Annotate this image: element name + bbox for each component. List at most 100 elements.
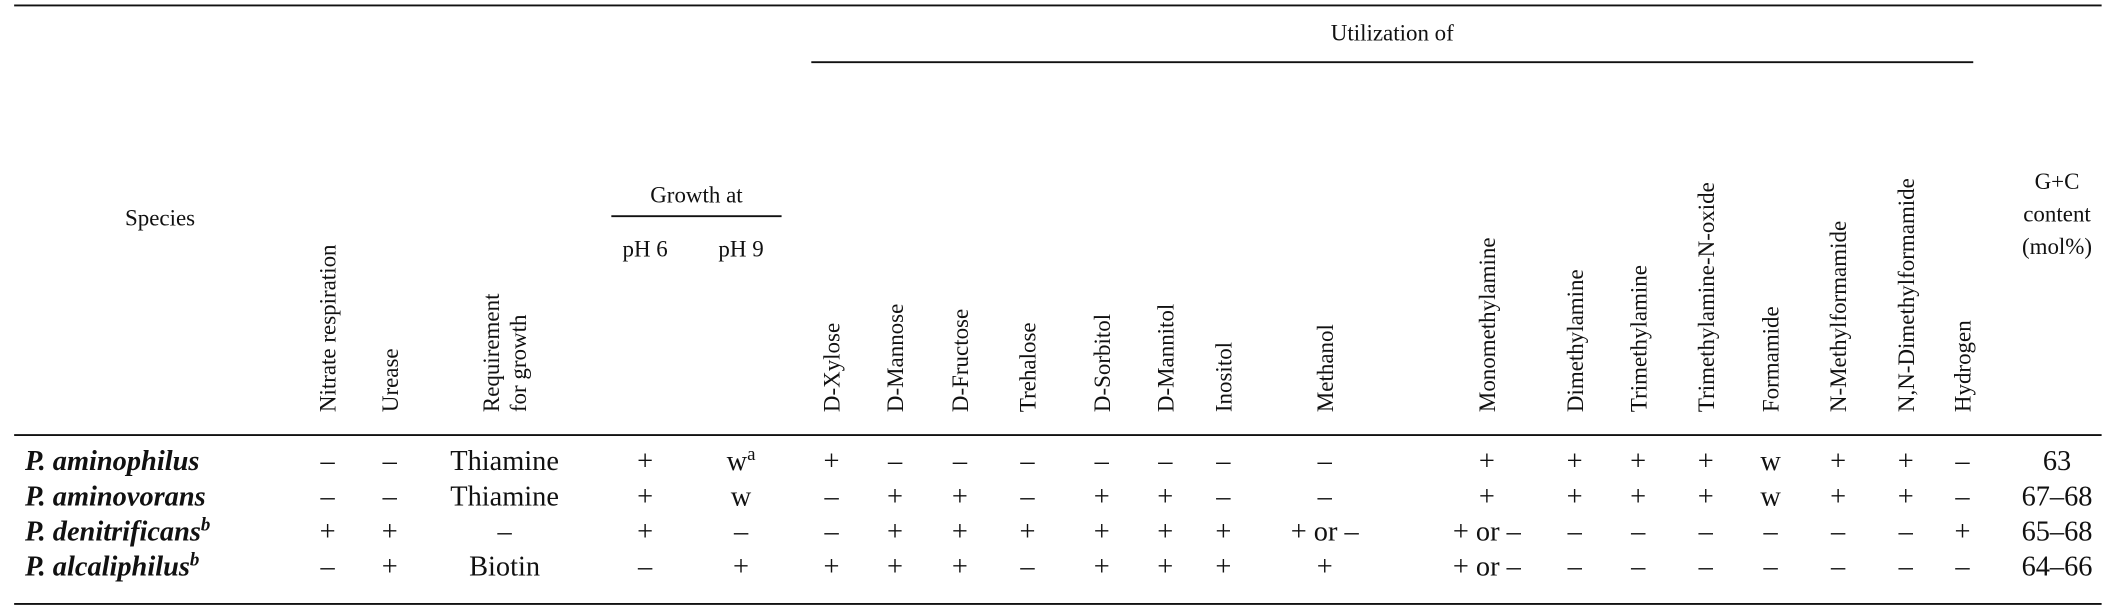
cell: Thiamine: [450, 481, 559, 512]
cell: –: [1567, 516, 1583, 547]
footnote-mark: b: [201, 514, 210, 535]
header-cell: D-Sorbitol: [1090, 314, 1115, 412]
header-cell: Urease: [378, 348, 403, 412]
species-name-text: P. denitrificans: [24, 516, 201, 547]
species-name: P. aminovorans: [24, 481, 206, 512]
cell: –: [1954, 481, 1970, 512]
group-label: Growth at: [650, 183, 743, 208]
cell: –: [733, 516, 749, 547]
cell: –: [1567, 552, 1583, 583]
header-cell: Trehalose: [1016, 322, 1041, 412]
cell: –: [1094, 446, 1110, 477]
cell: –: [1019, 446, 1035, 477]
header-cell: pH 6: [622, 237, 667, 262]
cell: +: [1698, 446, 1714, 477]
cell: –: [320, 552, 336, 583]
cell: –: [1830, 516, 1846, 547]
header-cell: Formamide: [1759, 306, 1784, 412]
header-cell: Trimethylamine-N-oxide: [1694, 182, 1719, 412]
cell: –: [823, 516, 839, 547]
cell: 67–68: [2022, 481, 2093, 512]
cell: +: [1567, 481, 1583, 512]
header-cell: N-Methylformamide: [1826, 221, 1851, 412]
cell: +: [952, 516, 968, 547]
cell: +: [824, 446, 840, 477]
cell: +: [1157, 552, 1173, 583]
header-cell: Requirement: [479, 293, 504, 412]
header-cell: Nitrate respiration: [316, 244, 341, 412]
cell: + or –: [1291, 516, 1360, 547]
header-cell: for growth: [506, 314, 531, 412]
cell-text: w: [727, 446, 748, 477]
footnote-mark: a: [747, 444, 756, 465]
cell: –: [1898, 552, 1914, 583]
cell: +: [1698, 481, 1714, 512]
cell: +: [1630, 481, 1646, 512]
header-cell: pH 9: [718, 237, 763, 262]
cell: +: [1898, 481, 1914, 512]
species-name: P. alcaliphilusb: [24, 549, 199, 583]
cell: +: [1094, 552, 1110, 583]
cell: +: [887, 481, 903, 512]
group-label: Utilization of: [1331, 21, 1454, 46]
cell: –: [1630, 552, 1646, 583]
species-name-text: P. alcaliphilus: [24, 552, 190, 583]
cell: –: [887, 446, 903, 477]
cell: +: [887, 552, 903, 583]
cell: +: [952, 481, 968, 512]
cell: –: [1954, 552, 1970, 583]
cell: +: [1157, 481, 1173, 512]
header-cell: D-Xylose: [820, 323, 845, 412]
cell: –: [1019, 481, 1035, 512]
cell: w: [731, 481, 752, 512]
cell: +: [1157, 516, 1173, 547]
header-cell: D-Fructose: [948, 309, 973, 412]
cell: +: [824, 552, 840, 583]
cell: +: [1317, 552, 1333, 583]
cell: –: [1630, 516, 1646, 547]
cell: –: [1698, 516, 1714, 547]
header-cell: content: [2023, 202, 2091, 227]
cell: Thiamine: [450, 446, 559, 477]
header-cell: Inositol: [1211, 342, 1236, 412]
cell: +: [1830, 481, 1846, 512]
cell: w: [1760, 481, 1781, 512]
cell: +: [1954, 516, 1970, 547]
cell: +: [1479, 481, 1495, 512]
cell: +: [1215, 552, 1231, 583]
cell: +: [637, 446, 653, 477]
header-cell: G+C: [2035, 169, 2080, 194]
cell: –: [497, 516, 513, 547]
header-cell: Trimethylamine: [1626, 265, 1651, 412]
cell: –: [823, 481, 839, 512]
cell: +: [1567, 446, 1583, 477]
header-cell: Methanol: [1313, 324, 1338, 412]
header-cell: Hydrogen: [1951, 320, 1976, 412]
cell: +: [637, 481, 653, 512]
footnote-mark: b: [190, 549, 199, 570]
cell: Biotin: [469, 552, 540, 583]
cell: +: [952, 552, 968, 583]
cell: –: [320, 446, 336, 477]
cell: –: [1698, 552, 1714, 583]
cell: –: [1317, 446, 1333, 477]
cell: +: [1630, 446, 1646, 477]
cell: +: [320, 516, 336, 547]
cell: 65–68: [2022, 516, 2093, 547]
cell: –: [1954, 446, 1970, 477]
cell: –: [320, 481, 336, 512]
cell: +: [1094, 516, 1110, 547]
cell: +: [1019, 516, 1035, 547]
cell: + or –: [1453, 552, 1522, 583]
cell: +: [1094, 481, 1110, 512]
cell: w: [1760, 446, 1781, 477]
species-name: P. denitrificansb: [24, 514, 210, 547]
cell: +: [1898, 446, 1914, 477]
cell: –: [1019, 552, 1035, 583]
cell: –: [1157, 446, 1173, 477]
cell: –: [952, 446, 968, 477]
header-cell: (mol%): [2022, 234, 2092, 259]
cell: –: [1762, 552, 1778, 583]
